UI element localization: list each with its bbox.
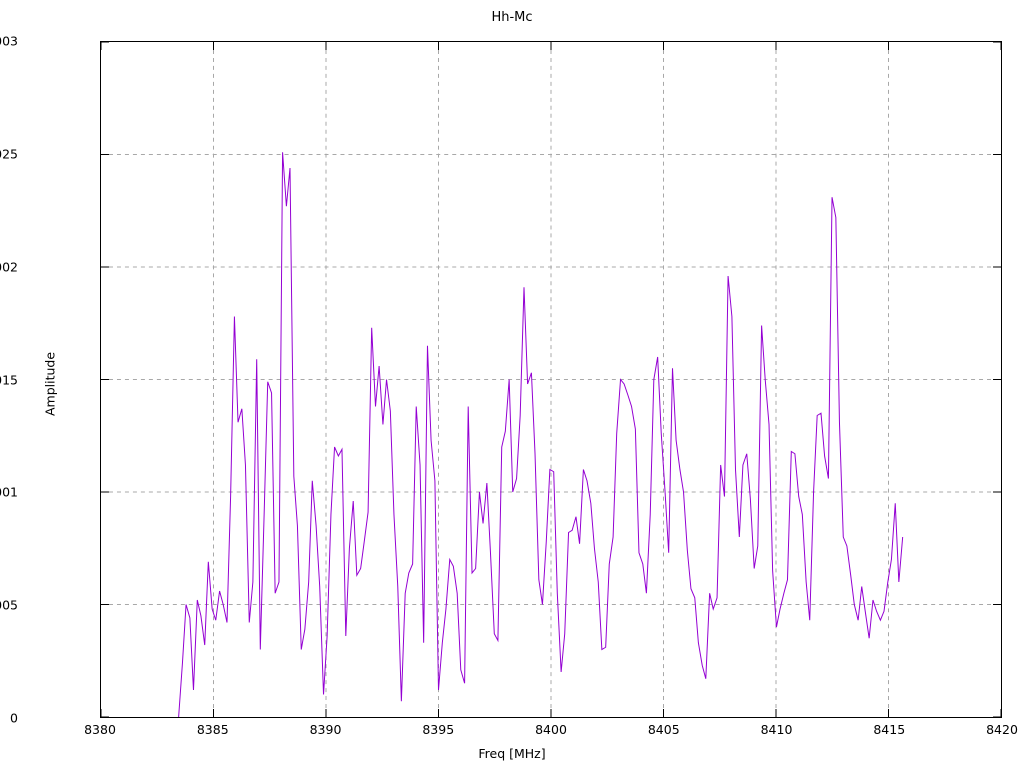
y-tick-label: 0.002: [0, 259, 18, 275]
chart-title: Hh-Mc: [491, 10, 533, 25]
x-tick-label: 8380: [84, 722, 116, 737]
y-tick-label: 0.0005: [0, 597, 18, 613]
x-tick-label: 8415: [873, 722, 906, 737]
y-tick-label: 0.0025: [0, 146, 18, 162]
y-tick-label: 0.001: [0, 484, 18, 500]
x-tick-label: 8385: [196, 722, 229, 737]
gridlines: [101, 42, 1001, 717]
x-tick-label: 8400: [535, 722, 567, 737]
tick-marks: [101, 42, 1001, 717]
x-tick-label: 8410: [760, 722, 793, 737]
x-tick-label: 8390: [309, 722, 342, 737]
x-tick-label: 8420: [986, 722, 1018, 737]
y-axis-label-wrap: Amplitude: [14, 0, 58, 768]
data-series-line: [178, 152, 904, 717]
x-tick-label: 8405: [647, 722, 680, 737]
y-tick-label: 0.003: [0, 33, 18, 49]
x-axis-label: Freq [MHz]: [478, 746, 546, 761]
plot-area: [100, 41, 1002, 718]
y-tick-label: 0.0015: [0, 372, 18, 387]
y-axis-label: Amplitude: [42, 351, 58, 417]
x-tick-label: 8395: [422, 722, 455, 737]
y-tick-label: 0: [10, 710, 18, 726]
